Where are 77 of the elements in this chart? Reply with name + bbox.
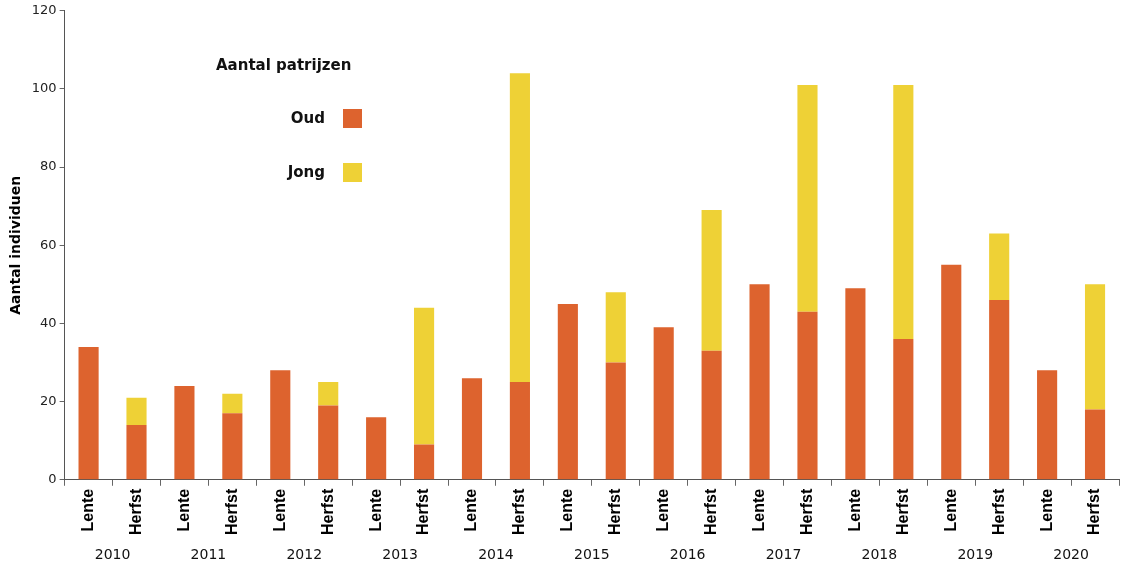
y-tick-label: 80 bbox=[40, 158, 57, 174]
legend-label: Jong bbox=[287, 163, 325, 181]
x-tick-label: Lente bbox=[845, 488, 863, 532]
bar bbox=[893, 85, 914, 340]
bar bbox=[509, 382, 530, 480]
bar bbox=[797, 311, 818, 480]
bar bbox=[989, 300, 1010, 480]
legend-label: Oud bbox=[290, 109, 325, 127]
bar bbox=[270, 370, 291, 480]
x-tick-label: Herfst bbox=[414, 488, 432, 535]
text: 2016 bbox=[669, 546, 706, 563]
text: 2011 bbox=[190, 546, 227, 563]
y-tick-label: 100 bbox=[31, 80, 57, 96]
x-tick-label: Herfst bbox=[606, 488, 624, 535]
x-tick-label: Herfst bbox=[222, 488, 240, 535]
bar bbox=[78, 346, 99, 480]
bar bbox=[653, 327, 674, 480]
x-tick-label: Lente bbox=[174, 488, 192, 532]
x-tick-label: Lente bbox=[270, 488, 288, 532]
text: 2017 bbox=[765, 546, 802, 563]
x-tick-label: Herfst bbox=[797, 488, 815, 535]
x-tick-label: Lente bbox=[78, 488, 96, 532]
text: 2014 bbox=[478, 546, 514, 563]
bar bbox=[222, 393, 243, 414]
y-axis-title: Aantal individuen bbox=[7, 175, 24, 315]
text: 2018 bbox=[861, 546, 898, 563]
bar bbox=[174, 385, 195, 480]
x-tick-label: Lente bbox=[749, 488, 767, 532]
x-tick-label: Lente bbox=[941, 488, 959, 532]
bar bbox=[461, 378, 483, 480]
bar bbox=[222, 413, 243, 480]
x-tick-label: Lente bbox=[1037, 488, 1055, 532]
text: 2020 bbox=[1053, 546, 1089, 563]
x-tick-label: Lente bbox=[462, 488, 480, 532]
bar bbox=[797, 85, 818, 312]
text: 2012 bbox=[286, 546, 323, 563]
bar bbox=[557, 303, 578, 480]
x-tick-label: Herfst bbox=[510, 488, 528, 535]
bar bbox=[893, 339, 914, 480]
x-tick-label: Lente bbox=[366, 488, 384, 532]
x-tick-label: Lente bbox=[654, 488, 672, 532]
bar bbox=[605, 362, 626, 480]
bar bbox=[941, 264, 962, 480]
bar bbox=[318, 405, 339, 480]
text: 2015 bbox=[573, 546, 610, 563]
bar bbox=[1037, 370, 1058, 480]
x-tick-label: Herfst bbox=[989, 488, 1007, 535]
text: 2013 bbox=[382, 546, 418, 563]
bar bbox=[509, 73, 530, 383]
bar bbox=[414, 444, 435, 480]
x-tick-label: Herfst bbox=[702, 488, 720, 535]
bar bbox=[701, 210, 722, 351]
bar bbox=[845, 288, 866, 480]
x-tick-label: Lente bbox=[558, 488, 576, 532]
bar bbox=[989, 233, 1010, 300]
y-tick-label: 20 bbox=[40, 392, 57, 408]
x-tick-label: Herfst bbox=[1085, 488, 1103, 535]
bar bbox=[126, 397, 147, 426]
text: 2019 bbox=[957, 546, 994, 563]
bar bbox=[126, 425, 147, 480]
x-tick-label: Herfst bbox=[318, 488, 336, 535]
y-tick-label: 40 bbox=[40, 314, 57, 330]
bar bbox=[414, 307, 435, 445]
bar bbox=[749, 284, 770, 480]
y-tick-label: 0 bbox=[48, 471, 57, 487]
bar bbox=[318, 382, 339, 406]
legend-title: Aantal patrijzen bbox=[216, 56, 353, 74]
text: 2010 bbox=[94, 546, 131, 563]
x-tick-label: Herfst bbox=[893, 488, 911, 535]
x-tick-label: Herfst bbox=[126, 488, 144, 535]
bar bbox=[1084, 284, 1106, 410]
bar bbox=[701, 350, 722, 480]
bar bbox=[1084, 409, 1106, 480]
y-tick-label: 60 bbox=[40, 236, 57, 252]
bar bbox=[605, 292, 626, 363]
bar bbox=[366, 417, 387, 480]
y-tick-label: 120 bbox=[31, 2, 57, 18]
